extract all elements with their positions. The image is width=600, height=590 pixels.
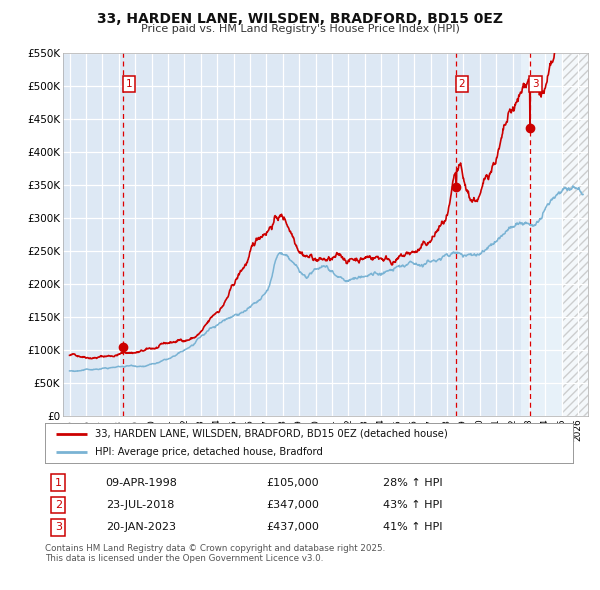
- Text: £105,000: £105,000: [267, 478, 319, 488]
- Text: 28% ↑ HPI: 28% ↑ HPI: [383, 478, 443, 488]
- Text: 3: 3: [55, 522, 62, 532]
- Text: 23-JUL-2018: 23-JUL-2018: [106, 500, 174, 510]
- Text: 3: 3: [532, 79, 539, 89]
- Text: 2: 2: [458, 79, 465, 89]
- Text: HPI: Average price, detached house, Bradford: HPI: Average price, detached house, Brad…: [95, 447, 323, 457]
- Text: 1: 1: [55, 478, 62, 488]
- Text: 1: 1: [125, 79, 132, 89]
- Text: 43% ↑ HPI: 43% ↑ HPI: [383, 500, 442, 510]
- Bar: [521, 53, 562, 416]
- Text: 33, HARDEN LANE, WILSDEN, BRADFORD, BD15 0EZ (detached house): 33, HARDEN LANE, WILSDEN, BRADFORD, BD15…: [95, 429, 448, 439]
- Text: 20-JAN-2023: 20-JAN-2023: [106, 522, 176, 532]
- Text: 33, HARDEN LANE, WILSDEN, BRADFORD, BD15 0EZ: 33, HARDEN LANE, WILSDEN, BRADFORD, BD15…: [97, 12, 503, 26]
- Text: Price paid vs. HM Land Registry's House Price Index (HPI): Price paid vs. HM Land Registry's House …: [140, 24, 460, 34]
- Text: 09-APR-1998: 09-APR-1998: [106, 478, 178, 488]
- Text: 2: 2: [55, 500, 62, 510]
- Text: Contains HM Land Registry data © Crown copyright and database right 2025.
This d: Contains HM Land Registry data © Crown c…: [45, 544, 385, 563]
- Text: £437,000: £437,000: [267, 522, 320, 532]
- Text: £347,000: £347,000: [267, 500, 320, 510]
- Text: 41% ↑ HPI: 41% ↑ HPI: [383, 522, 442, 532]
